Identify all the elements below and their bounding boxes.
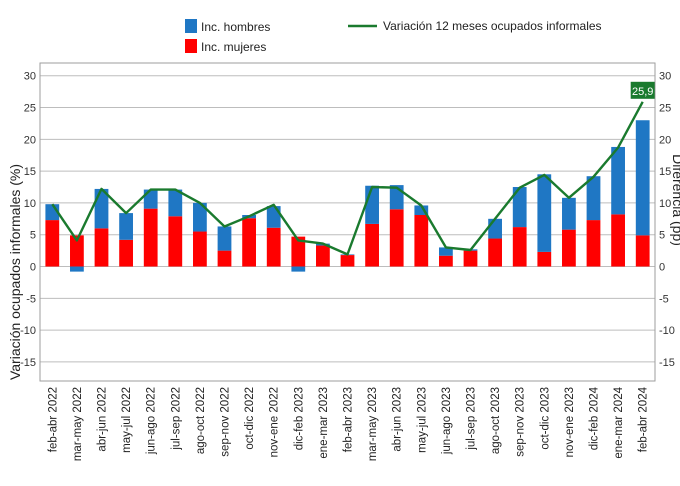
x-tick-label: jul-sep 2023 (466, 387, 478, 451)
x-tick-label: ago-oct 2022 (195, 387, 207, 454)
bar-mujeres (242, 218, 256, 266)
x-tick-label: ago-oct 2023 (490, 387, 502, 454)
annotation-label: 25,9 (632, 86, 653, 98)
x-tick-label: jul-sep 2022 (170, 387, 182, 451)
y-tick-label-right: -5 (659, 293, 669, 305)
x-tick-label: mar-may 2023 (367, 387, 379, 461)
bar-mujeres (144, 209, 158, 267)
x-tick-label: oct-dic 2022 (244, 387, 256, 450)
bar-mujeres (267, 228, 281, 267)
line-variacion (52, 102, 642, 255)
bar-hombres (365, 186, 379, 224)
bar-hombres (537, 174, 551, 252)
bar-mujeres (168, 216, 182, 266)
bar-mujeres (365, 224, 379, 267)
bar-hombres (70, 267, 84, 272)
y-tick-label-right: -10 (659, 325, 675, 337)
bar-mujeres (119, 240, 133, 267)
y-tick-label-left: 10 (24, 198, 36, 210)
x-tick-label: oct-dic 2023 (539, 387, 551, 450)
x-tick-label: abr-jun 2022 (97, 387, 109, 452)
bar-mujeres (95, 228, 109, 266)
bar-mujeres (464, 251, 478, 267)
y-tick-label-right: -15 (659, 357, 675, 369)
bar-mujeres (513, 227, 527, 266)
bar-hombres (119, 213, 133, 240)
bar-mujeres (537, 252, 551, 267)
legend-swatch-hombres (185, 19, 197, 33)
y-tick-label-right: 30 (659, 71, 671, 83)
y-axis-title: Variación ocupados informales (%) (7, 164, 23, 380)
bar-mujeres (193, 232, 207, 267)
y-tick-label-left: -5 (26, 293, 36, 305)
bar-mujeres (218, 251, 232, 267)
x-tick-label: may-jul 2022 (121, 387, 133, 453)
bar-hombres (562, 198, 576, 230)
bar-mujeres (341, 255, 355, 266)
y-tick-label-left: 25 (24, 103, 36, 115)
y-tick-label-left: 30 (24, 71, 36, 83)
y-tick-label-right: 20 (659, 134, 671, 146)
x-tick-label: jun-ago 2023 (441, 387, 453, 455)
bar-hombres (587, 176, 601, 220)
bar-mujeres (587, 220, 601, 266)
bar-hombres (488, 219, 502, 239)
bar-hombres (611, 147, 625, 214)
bars-layer (45, 120, 649, 271)
bar-mujeres (636, 235, 650, 266)
bar-mujeres (316, 246, 330, 267)
x-tick-label: nov-ene 2023 (564, 387, 576, 457)
x-tick-label: ene-mar 2023 (318, 387, 330, 459)
legend-label-hombres: Inc. hombres (201, 20, 270, 34)
x-tick-label: feb-abr 2024 (638, 386, 650, 452)
x-tick-label: sep-nov 2022 (220, 387, 232, 457)
bar-hombres (267, 206, 281, 228)
x-tick-label: feb-abr 2022 (47, 387, 59, 452)
x-tick-label: feb-abr 2023 (343, 387, 355, 452)
legend-swatch-mujeres (185, 39, 197, 53)
y-tick-label-left: 15 (24, 166, 36, 178)
bar-mujeres (45, 220, 59, 266)
x-tick-label: may-jul 2023 (416, 387, 428, 453)
y-tick-label-left: 5 (30, 230, 36, 242)
x-tick-label: nov-ene 2022 (269, 387, 281, 457)
y-tick-label-right: 25 (659, 103, 671, 115)
bar-mujeres (390, 209, 404, 266)
x-tick-label: dic-feb 2023 (293, 387, 305, 450)
bar-hombres (218, 226, 232, 250)
legend-label-mujeres: Inc. mujeres (201, 40, 266, 54)
x-tick-label: jun-ago 2022 (146, 387, 158, 455)
bar-hombres (144, 190, 158, 209)
x-tick-label: ene-mar 2024 (613, 386, 625, 458)
x-tick-label: abr-jun 2023 (392, 387, 404, 452)
bar-mujeres (562, 230, 576, 267)
y-tick-label-right: 15 (659, 166, 671, 178)
bar-mujeres (439, 256, 453, 267)
x-tick-label: dic-feb 2024 (589, 386, 601, 450)
bar-mujeres (611, 214, 625, 266)
legend-label-variacion: Variación 12 meses ocupados informales (383, 19, 602, 33)
y-tick-label-left: 0 (30, 262, 36, 274)
x-tick-label: sep-nov 2023 (515, 387, 527, 457)
bar-hombres (636, 120, 650, 235)
y2-axis-title: Diferencia (pp) (670, 154, 680, 246)
y-tick-label-right: 5 (659, 230, 665, 242)
x-tick-label: mar-may 2022 (72, 387, 84, 461)
y-tick-label-right: 10 (659, 198, 671, 210)
bar-hombres (291, 267, 305, 272)
y-tick-label-left: 20 (24, 134, 36, 146)
legend-layer: Inc. hombres Inc. mujeres Variación 12 mes… (185, 19, 602, 54)
bar-mujeres (414, 215, 428, 267)
y-tick-label-right: 0 (659, 262, 665, 274)
bar-mujeres (488, 239, 502, 267)
